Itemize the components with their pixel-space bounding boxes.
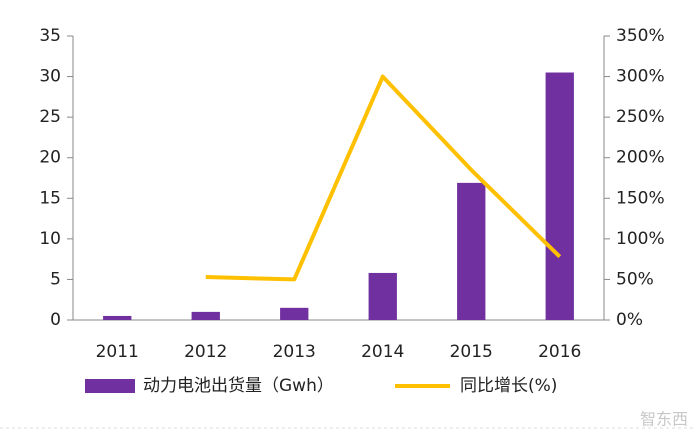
x-tick-label: 2011	[96, 342, 139, 362]
x-tick-label: 2016	[538, 342, 581, 362]
y2-tick-label: 100%	[616, 229, 665, 249]
y2-tick-label: 150%	[616, 188, 665, 208]
y-tick-label: 30	[39, 67, 61, 87]
bar	[457, 182, 486, 320]
bar	[103, 315, 132, 320]
y-tick-label: 20	[39, 148, 61, 168]
bar	[545, 72, 574, 320]
y2-tick-label: 300%	[616, 67, 665, 87]
y-tick-label: 25	[39, 107, 61, 127]
legend-label: 同比增长(%)	[460, 376, 557, 396]
watermark: 智东西	[640, 410, 688, 429]
legend-label: 动力电池出货量（Gwh）	[143, 376, 334, 396]
legend-swatch	[85, 379, 135, 393]
y-tick-label: 15	[39, 188, 61, 208]
y-tick-label: 5	[50, 269, 61, 289]
y-tick-label: 0	[50, 310, 61, 330]
line	[205, 74, 562, 282]
bar	[280, 307, 309, 320]
y2-tick-label: 50%	[616, 269, 654, 289]
y2-tick-label: 250%	[616, 107, 665, 127]
y2-tick-label: 0%	[616, 310, 643, 330]
x-tick-label: 2012	[184, 342, 227, 362]
x-tick-label: 2015	[450, 342, 493, 362]
y-tick-label: 35	[39, 26, 61, 46]
y2-tick-label: 200%	[616, 148, 665, 168]
y-tick-label: 10	[39, 229, 61, 249]
bar	[191, 311, 220, 320]
x-tick-label: 2014	[361, 342, 404, 362]
bar	[368, 272, 397, 320]
x-tick-label: 2013	[273, 342, 316, 362]
y2-tick-label: 350%	[616, 26, 665, 46]
